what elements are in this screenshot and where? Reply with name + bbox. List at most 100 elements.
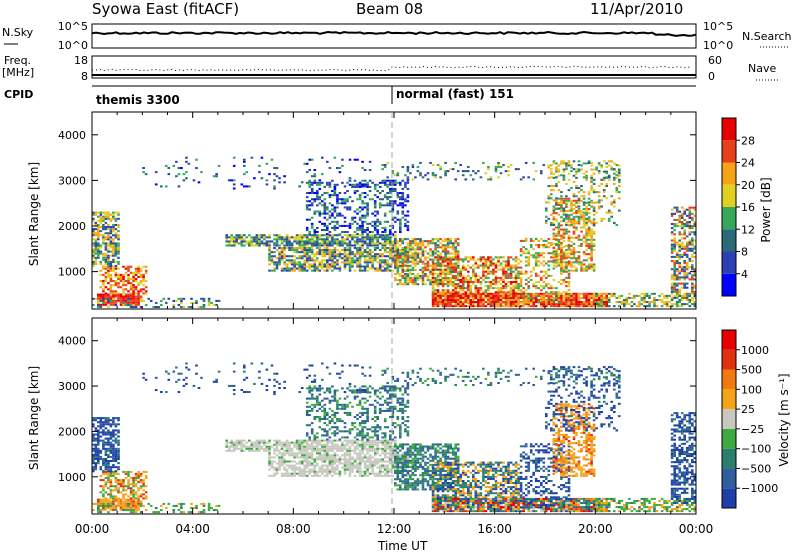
power-cell	[419, 246, 422, 249]
power-cell	[300, 247, 304, 250]
power-cell	[678, 243, 681, 246]
power-cell	[313, 234, 317, 237]
power-cell	[255, 244, 259, 247]
power-cell	[557, 303, 561, 306]
power-cell	[685, 286, 689, 289]
power-cell	[351, 253, 354, 256]
power-cell	[180, 306, 183, 309]
power-cell	[285, 242, 289, 245]
power-cell	[378, 261, 382, 264]
power-cell	[298, 255, 301, 258]
power-cell	[461, 258, 465, 261]
power-cell	[270, 251, 274, 254]
power-cell	[527, 294, 530, 297]
power-cell	[295, 249, 299, 252]
power-cell	[570, 305, 573, 308]
power-cell	[502, 305, 505, 308]
power-cell	[416, 277, 420, 280]
power-cell	[477, 274, 480, 277]
power-cell	[416, 273, 420, 276]
power-cell	[610, 294, 613, 297]
velocity-cell	[129, 497, 133, 500]
power-cell	[509, 272, 513, 275]
power-cell	[592, 230, 596, 233]
power-cell	[545, 270, 548, 273]
velocity-cell	[142, 493, 145, 496]
power-cell	[336, 242, 339, 245]
power-cell	[318, 179, 322, 182]
power-cell	[328, 242, 332, 245]
power-cell	[477, 299, 480, 302]
power-cell	[112, 228, 115, 231]
power-cell	[303, 263, 306, 266]
power-cell	[673, 303, 676, 306]
power-cell	[383, 164, 387, 167]
power-cell	[305, 255, 309, 258]
power-cell	[386, 269, 389, 272]
power-cell	[263, 244, 266, 247]
power-cell	[333, 224, 337, 227]
power-cell	[590, 230, 593, 233]
velocity-cell	[137, 470, 140, 473]
power-cell	[401, 198, 405, 201]
velocity-cell	[117, 504, 120, 507]
power-cell	[351, 265, 354, 268]
power-cell	[519, 289, 523, 292]
power-cell	[240, 240, 244, 243]
power-cell	[348, 240, 352, 243]
power-cell	[562, 207, 566, 210]
power-cell	[567, 216, 571, 219]
power-cell	[414, 256, 417, 259]
power-cell	[102, 288, 105, 291]
velocity-cell	[127, 495, 130, 498]
power-cell	[469, 301, 473, 304]
velocity-cell	[107, 493, 110, 496]
power-cell	[331, 265, 334, 268]
power-cell	[399, 226, 402, 229]
power-cell	[280, 251, 284, 254]
power-cell	[524, 293, 528, 296]
power-cell	[92, 254, 95, 257]
power-cell	[527, 176, 530, 179]
power-cell	[527, 252, 530, 255]
power-cell	[602, 178, 606, 181]
power-cell	[399, 281, 402, 284]
power-cell	[361, 236, 364, 239]
power-cell	[137, 292, 140, 295]
power-cell	[595, 299, 598, 302]
power-cell	[368, 160, 372, 163]
power-cell	[648, 303, 651, 306]
power-cell	[114, 275, 118, 278]
power-cell	[469, 266, 473, 269]
power-cell	[680, 233, 684, 236]
velocity-cell	[139, 475, 143, 478]
power-cell	[547, 274, 551, 277]
power-cell	[333, 240, 337, 243]
power-cell	[552, 176, 556, 179]
power-cell	[358, 210, 362, 213]
power-cell	[489, 281, 493, 284]
power-cell	[434, 281, 437, 284]
power-cell	[326, 265, 329, 268]
power-cell	[383, 183, 387, 186]
power-cell	[245, 240, 249, 243]
power-cell	[391, 224, 395, 227]
power-cell	[461, 296, 465, 299]
power-cell	[401, 238, 405, 241]
power-cell	[446, 256, 450, 259]
power-cell	[280, 257, 284, 260]
power-cell	[675, 278, 679, 281]
power-cell	[532, 268, 535, 271]
power-cell	[308, 267, 311, 270]
power-cell	[507, 264, 510, 267]
power-cell	[572, 303, 576, 306]
power-cell	[550, 296, 553, 299]
power-cell	[441, 291, 445, 294]
power-cell	[585, 230, 588, 233]
power-cell	[104, 299, 108, 302]
power-cell	[348, 183, 352, 186]
power-cell	[638, 305, 641, 308]
power-cell	[122, 284, 125, 287]
power-cell	[305, 196, 309, 199]
power-cell	[540, 303, 543, 306]
